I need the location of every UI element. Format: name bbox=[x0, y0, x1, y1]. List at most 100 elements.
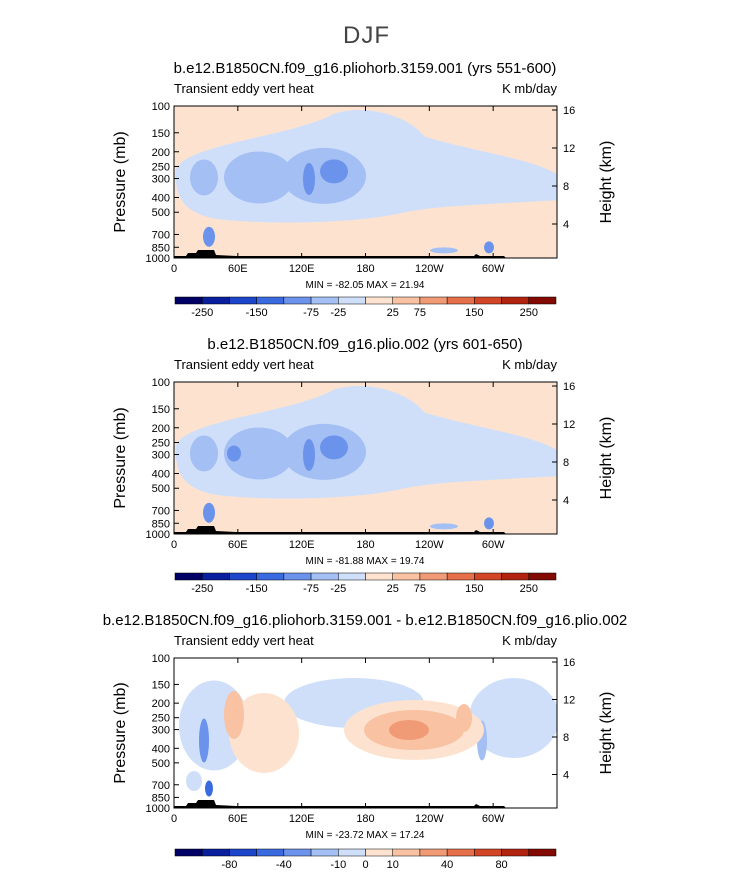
colorbar-swatch bbox=[446, 572, 475, 581]
colorbar-swatch bbox=[338, 572, 366, 581]
colorbar-swatch bbox=[310, 296, 339, 305]
colorbar-swatch bbox=[174, 296, 203, 305]
y-tick-label: 150 bbox=[152, 679, 170, 691]
y-right-tick-label: 16 bbox=[563, 657, 575, 669]
y-right-tick-label: 12 bbox=[563, 695, 575, 707]
colorbar-swatch bbox=[283, 572, 312, 581]
colorbar-swatch bbox=[283, 296, 312, 305]
colorbar-label: 150 bbox=[465, 583, 483, 595]
y-right-tick-label: 8 bbox=[563, 181, 569, 193]
field-positive-strong bbox=[224, 691, 244, 739]
colorbar-swatch bbox=[256, 848, 285, 857]
y-right-axis-label: Height (km) bbox=[598, 141, 615, 224]
colorbar-swatch bbox=[392, 848, 421, 857]
colorbar-label: 10 bbox=[387, 859, 399, 871]
colorbar-swatch bbox=[229, 296, 257, 305]
x-tick-label: 60W bbox=[482, 263, 505, 275]
surface-feature bbox=[203, 502, 215, 523]
y-tick-label: 200 bbox=[152, 698, 170, 710]
field-core bbox=[190, 159, 218, 196]
y-tick-label: 100 bbox=[152, 101, 170, 113]
y-tick-label: 700 bbox=[152, 505, 170, 517]
y-tick-label: 300 bbox=[152, 174, 170, 186]
y-tick-label: 400 bbox=[152, 193, 170, 205]
y-axis-label: Pressure (mb) bbox=[112, 407, 129, 508]
colorbar-swatch bbox=[365, 848, 393, 857]
y-right-tick-label: 8 bbox=[563, 732, 569, 744]
x-tick-label: 120W bbox=[415, 813, 444, 825]
colorbar-swatch bbox=[419, 572, 448, 581]
panel-subtitle-right: K mb/day bbox=[502, 633, 557, 648]
field-positive-strong bbox=[389, 720, 429, 740]
panel-subtitle-left: Transient eddy vert heat bbox=[174, 633, 314, 648]
panel-2: b.e12.B1850CN.f09_g16.plio.002 (yrs 601-… bbox=[112, 336, 615, 595]
y-tick-label: 850 bbox=[152, 792, 170, 804]
panel-subtitle-right: K mb/day bbox=[502, 81, 557, 96]
x-tick-label: 180 bbox=[356, 539, 374, 551]
y-right-tick-label: 4 bbox=[563, 219, 569, 231]
stats-text: MIN = -23.72 MAX = 17.24 bbox=[306, 830, 425, 841]
colorbar-swatch bbox=[528, 572, 557, 581]
colorbar-swatch bbox=[474, 296, 502, 305]
field-core-strong bbox=[303, 162, 315, 195]
colorbar-label: -75 bbox=[303, 583, 319, 595]
colorbar-swatch bbox=[174, 572, 203, 581]
x-tick-label: 0 bbox=[171, 539, 177, 551]
field-positive bbox=[229, 693, 299, 773]
colorbar-swatch bbox=[256, 296, 285, 305]
y-tick-label: 200 bbox=[152, 423, 170, 435]
surface-feature bbox=[186, 771, 202, 791]
page-title: DJF bbox=[343, 22, 390, 49]
y-tick-label: 150 bbox=[152, 128, 170, 140]
colorbar-swatch bbox=[474, 572, 502, 581]
y-tick-label: 400 bbox=[152, 469, 170, 481]
panel-subtitle-left: Transient eddy vert heat bbox=[174, 357, 314, 372]
colorbar-label: 80 bbox=[495, 859, 507, 871]
y-tick-label: 250 bbox=[152, 437, 170, 449]
y-tick-label: 1000 bbox=[146, 803, 170, 815]
surface-feature bbox=[484, 241, 494, 254]
colorbar-swatch bbox=[419, 296, 448, 305]
colorbar-swatch bbox=[201, 848, 230, 857]
topography bbox=[174, 526, 506, 534]
colorbar-swatch bbox=[256, 572, 285, 581]
plot-area bbox=[174, 658, 557, 808]
colorbar-label: -80 bbox=[221, 859, 237, 871]
panel-title: b.e12.B1850CN.f09_g16.plio.002 (yrs 601-… bbox=[207, 336, 522, 353]
colorbar-swatch bbox=[446, 848, 475, 857]
field-core bbox=[224, 427, 294, 480]
colorbar-swatch bbox=[501, 296, 530, 305]
surface-feature bbox=[430, 523, 458, 530]
x-tick-label: 60E bbox=[228, 813, 248, 825]
y-tick-label: 1000 bbox=[146, 253, 170, 265]
colorbar-label: 75 bbox=[414, 307, 426, 319]
colorbar-label: 250 bbox=[520, 307, 538, 319]
colorbar-swatch bbox=[283, 848, 312, 857]
y-tick-label: 300 bbox=[152, 725, 170, 737]
colorbar-swatch bbox=[229, 572, 257, 581]
colorbar-swatch bbox=[310, 848, 339, 857]
colorbar-label: 75 bbox=[414, 583, 426, 595]
field-core-strong bbox=[320, 159, 348, 184]
colorbar-swatch bbox=[365, 296, 393, 305]
colorbar-label: -250 bbox=[191, 583, 213, 595]
colorbar-swatch bbox=[201, 296, 230, 305]
colorbar-swatch bbox=[229, 848, 257, 857]
field-core-strong bbox=[227, 445, 241, 462]
y-tick-label: 100 bbox=[152, 653, 170, 665]
field-negative bbox=[469, 678, 557, 758]
x-tick-label: 180 bbox=[356, 263, 374, 275]
colorbar-label: 0 bbox=[362, 859, 368, 871]
colorbar-swatch bbox=[528, 296, 557, 305]
colorbar-label: 40 bbox=[441, 859, 453, 871]
field-negative-strong bbox=[199, 718, 209, 763]
x-tick-label: 60E bbox=[228, 539, 248, 551]
colorbar-swatch bbox=[446, 296, 475, 305]
x-tick-label: 180 bbox=[356, 813, 374, 825]
x-tick-label: 0 bbox=[171, 813, 177, 825]
y-tick-label: 250 bbox=[152, 713, 170, 725]
field-core bbox=[224, 151, 294, 204]
x-tick-label: 0 bbox=[171, 263, 177, 275]
y-tick-label: 850 bbox=[152, 242, 170, 254]
